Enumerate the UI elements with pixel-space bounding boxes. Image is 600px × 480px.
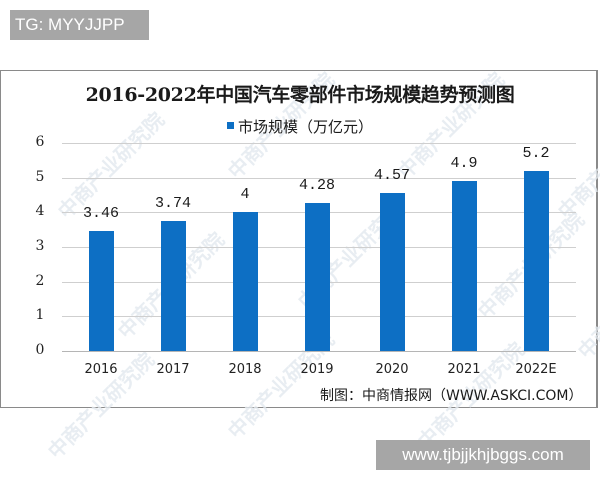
bar-value-label: 4 bbox=[240, 186, 250, 204]
x-tick-label: 2022E bbox=[515, 362, 557, 377]
legend-label: 市场规模（万亿元） bbox=[237, 118, 373, 136]
bar-2016 bbox=[88, 231, 114, 351]
x-tick-label: 2016 bbox=[84, 362, 118, 377]
y-tick-label: 2 bbox=[35, 272, 45, 289]
bar-value-label: 4.9 bbox=[450, 155, 478, 173]
x-tick-label: 2017 bbox=[156, 362, 190, 377]
gridline bbox=[62, 143, 576, 144]
x-tick-label: 2019 bbox=[300, 362, 334, 377]
bar-2019 bbox=[304, 202, 330, 351]
bar-value-label: 3.46 bbox=[82, 205, 119, 223]
gridline bbox=[62, 177, 576, 179]
tg-badge: TG: MYYJJPP bbox=[10, 10, 149, 40]
bar-value-label: 4.28 bbox=[298, 176, 335, 194]
x-tick-label: 2018 bbox=[228, 362, 262, 377]
bar-2022E bbox=[523, 170, 549, 351]
y-tick-label: 4 bbox=[35, 203, 45, 220]
x-axis-line bbox=[62, 351, 576, 352]
x-tick-label: 2020 bbox=[375, 362, 409, 377]
chart-title: 2016-2022年中国汽车零部件市场规模趋势预测图 bbox=[85, 84, 515, 106]
bar-value-label: 3.74 bbox=[154, 195, 191, 213]
y-tick-label: 0 bbox=[35, 342, 45, 358]
bar-value-label: 4.57 bbox=[373, 166, 410, 184]
chart-legend: 市场规模（万亿元） bbox=[0, 116, 600, 137]
x-tick-label: 2021 bbox=[447, 362, 481, 377]
bar-2018 bbox=[232, 212, 258, 351]
y-tick-label: 6 bbox=[35, 134, 45, 150]
y-tick-label: 1 bbox=[35, 307, 45, 324]
y-tick-label: 3 bbox=[35, 238, 45, 254]
bar-2017 bbox=[160, 221, 186, 351]
legend-swatch-icon bbox=[226, 122, 234, 129]
bar-2020 bbox=[379, 192, 405, 351]
chart-source: 制图：中商情报网（WWW.ASKCI.COM） bbox=[320, 388, 583, 404]
bar-2021 bbox=[451, 181, 477, 351]
bar-value-label: 5.2 bbox=[522, 144, 550, 162]
site-badge: www.tjbjjkhjbggs.com bbox=[376, 440, 590, 470]
y-tick-label: 5 bbox=[35, 168, 45, 185]
